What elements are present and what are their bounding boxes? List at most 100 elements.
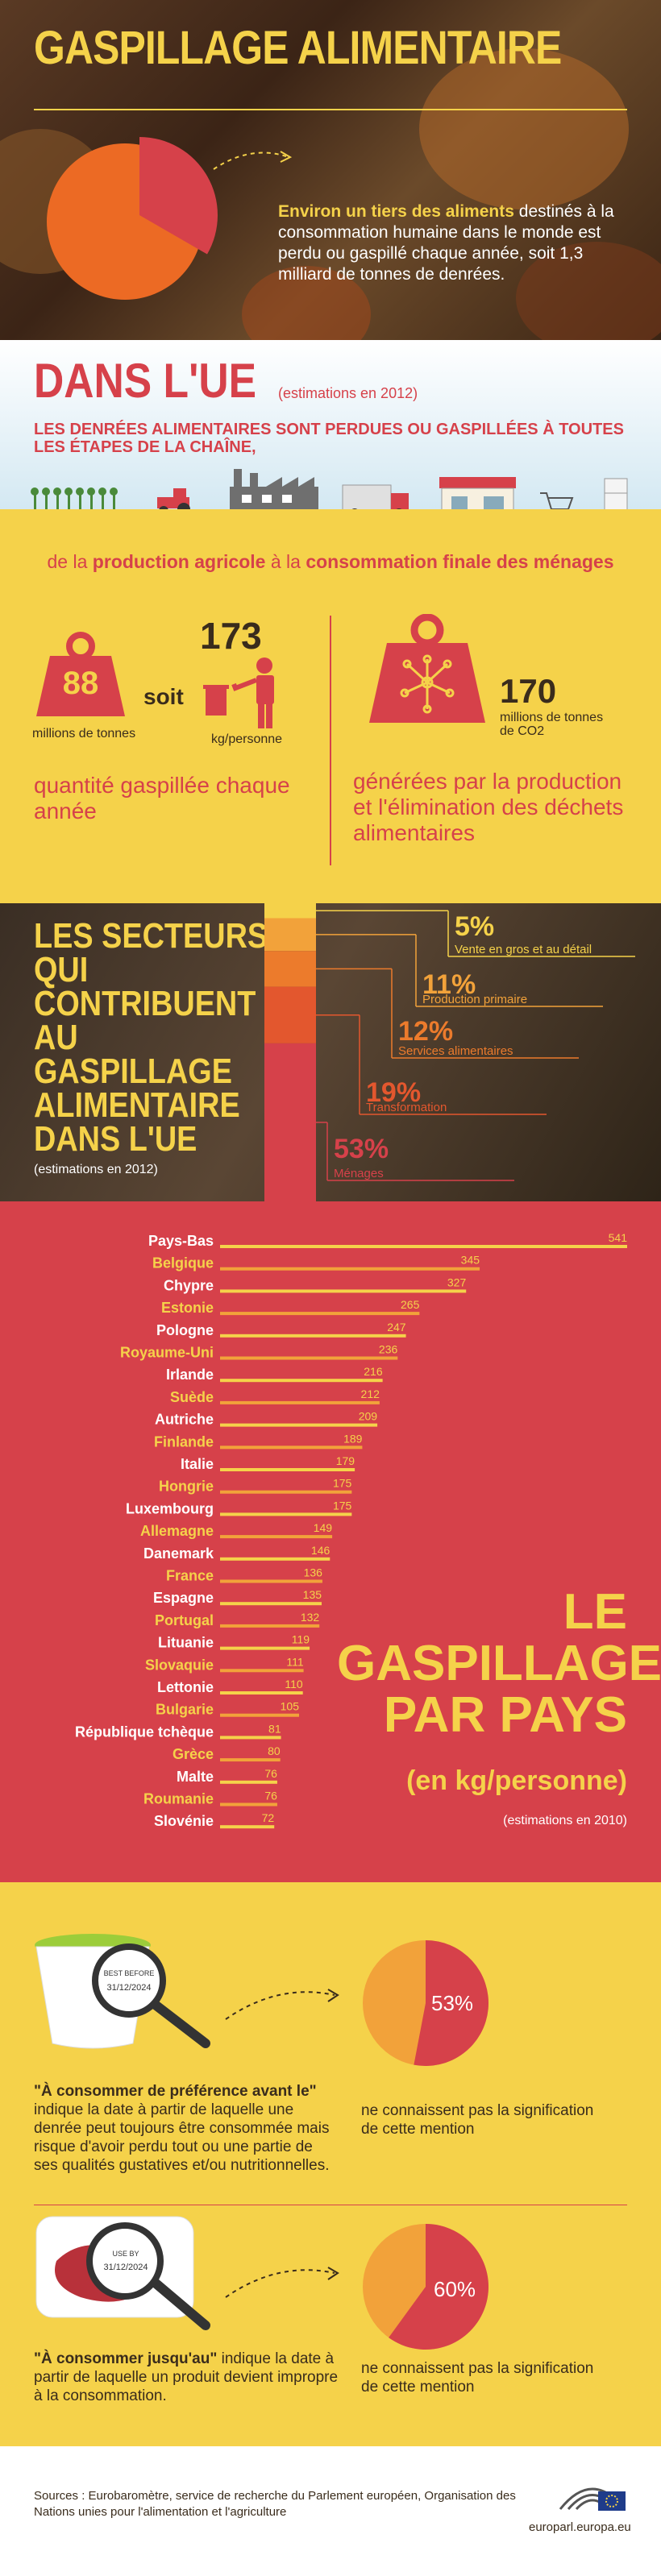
country-value: 135 — [303, 1588, 322, 1601]
country-bar — [220, 1356, 398, 1360]
country-label: Belgique — [152, 1255, 214, 1271]
country-bar-chart: Pays-Bas 541 Belgique 345 Chypre 327 Estonie 26… — [75, 1231, 627, 1829]
sector-label: Ménages — [334, 1167, 384, 1180]
dashed-arrow-icon — [225, 2267, 339, 2298]
country-value: 247 — [387, 1321, 406, 1334]
country-label: Irlande — [166, 1367, 214, 1383]
country-label: Slovénie — [154, 1813, 214, 1829]
sector-label: Vente en gros et au détail — [455, 943, 592, 956]
background-vegetable — [419, 48, 629, 209]
weight-icon — [36, 632, 125, 716]
country-value: 189 — [343, 1432, 363, 1445]
country-bar — [220, 1758, 281, 1762]
eu-subtitle: LES DENRÉES ALIMENTAIRES SONT PERDUES OU… — [34, 421, 624, 456]
country-chart-title: LE GASPILLAGE PAR PAYS — [337, 1584, 661, 1743]
stats-section: de la production agricole à la consommat… — [0, 527, 661, 903]
dashed-arrow-icon — [213, 151, 293, 170]
sector-pct: 53% — [334, 1134, 389, 1164]
country-value: 265 — [401, 1298, 420, 1311]
country-bar — [220, 1557, 330, 1561]
country-label: Bulgarie — [156, 1702, 214, 1718]
header-section: GASPILLAGE ALIMENTAIRE Environ un tiers … — [0, 0, 661, 340]
use-by-section: USE BY 31/12/2024 60% "À consommer jusqu… — [0, 2213, 661, 2446]
country-value: 110 — [285, 1678, 303, 1690]
country-label: Portugal — [155, 1612, 214, 1628]
meat-tray-magnifier-icon — [35, 2216, 210, 2330]
sector-segment — [264, 903, 316, 919]
sectors-section: LES SECTEURS QUI CONTRIBUENT AU GASPILLA… — [0, 903, 661, 1201]
sectors-estimate: (estimations en 2012) — [34, 1163, 158, 1176]
country-chart-subtitle: (en kg/personne) — [406, 1765, 627, 1796]
country-label: Suède — [170, 1389, 214, 1405]
co2-weight-icon — [369, 614, 485, 723]
right-caption: générées par la production et l'éliminat… — [353, 769, 624, 845]
intro-rest: destinés à la consommation humaine dans … — [278, 202, 614, 284]
sectors-title: LES SECTEURS QUI CONTRIBUENT AU GASPILLA… — [34, 916, 268, 1159]
country-value: 212 — [361, 1388, 380, 1400]
title-rule — [34, 109, 627, 110]
country-label: Danemark — [143, 1545, 214, 1562]
country-label: Autriche — [155, 1412, 214, 1428]
weight-value: 88 — [62, 666, 99, 701]
use-by-pct: 60% — [434, 2277, 476, 2301]
sector-segment — [264, 1043, 316, 1201]
country-label: Espagne — [153, 1590, 214, 1606]
sector-label: Transformation — [366, 1101, 447, 1114]
country-value: 175 — [333, 1499, 352, 1512]
country-bar — [220, 1289, 467, 1293]
country-value: 76 — [264, 1790, 277, 1802]
country-bar — [220, 1736, 281, 1740]
country-label: Chypre — [164, 1277, 214, 1293]
stats-divider — [330, 616, 331, 865]
country-label: Malte — [177, 1769, 214, 1785]
country-bar — [220, 1691, 303, 1695]
country-bar — [220, 1802, 277, 1807]
country-label: Pays-Bas — [148, 1233, 214, 1249]
use-by-text: "À consommer jusqu'au" indique la date à… — [34, 2350, 339, 2404]
country-bar — [220, 1379, 383, 1383]
country-bar — [220, 1423, 378, 1427]
country-value: 327 — [447, 1276, 467, 1288]
use-by-date: 31/12/2024 — [103, 2263, 148, 2272]
weight-unit: millions de tonnes — [32, 727, 136, 740]
country-chart-note: (estimations en 2010) — [503, 1814, 627, 1827]
intro-text: Environ un tiers des aliments destinés à… — [278, 201, 625, 285]
country-value: 179 — [336, 1454, 355, 1467]
co2-value: 170 — [500, 672, 557, 710]
sector-segment — [264, 986, 316, 1043]
country-label: Luxembourg — [126, 1500, 214, 1516]
dashed-arrow-icon — [225, 1989, 339, 2020]
country-bar — [220, 1579, 322, 1583]
ground-strip — [0, 509, 661, 527]
footer: Sources : Eurobaromètre, service de rech… — [0, 2446, 661, 2576]
left-caption: quantité gaspillée chaque année — [34, 773, 290, 823]
country-value: 80 — [268, 1744, 281, 1757]
best-before-pct: 53% — [431, 1991, 474, 2015]
country-value: 209 — [359, 1410, 378, 1423]
country-value: 149 — [314, 1521, 333, 1534]
site-link[interactable]: europarl.europa.eu — [529, 2520, 631, 2534]
best-before-caption: ne connaissent pas la signification de c… — [361, 2102, 594, 2138]
country-value: 111 — [286, 1655, 303, 1668]
parliament-logo-icon — [559, 2487, 626, 2511]
background-vegetable — [242, 266, 371, 340]
country-bar — [220, 1446, 363, 1450]
best-before-pie — [363, 1940, 488, 2066]
sector-segment — [264, 918, 316, 952]
sector-pct: 19% — [366, 1077, 421, 1108]
country-bar — [220, 1267, 480, 1271]
intro-highlight: Environ un tiers des aliments — [278, 202, 514, 221]
country-bar — [220, 1602, 322, 1606]
use-by-pie — [363, 2224, 488, 2350]
yogurt-magnifier-icon — [35, 1934, 210, 2049]
co2-unit: millions de tonnes de CO2 — [500, 711, 604, 738]
country-value: 81 — [268, 1722, 281, 1735]
country-bar — [220, 1468, 355, 1471]
country-bar — [220, 1490, 352, 1494]
country-label: Lituanie — [158, 1635, 214, 1651]
country-value: 76 — [264, 1767, 277, 1780]
country-value: 216 — [364, 1365, 383, 1378]
best-before-section: BEST BEFORE 31/12/2024 53% "À consommer … — [0, 1882, 661, 2213]
country-bar — [220, 1312, 420, 1316]
country-value: 146 — [311, 1544, 330, 1557]
